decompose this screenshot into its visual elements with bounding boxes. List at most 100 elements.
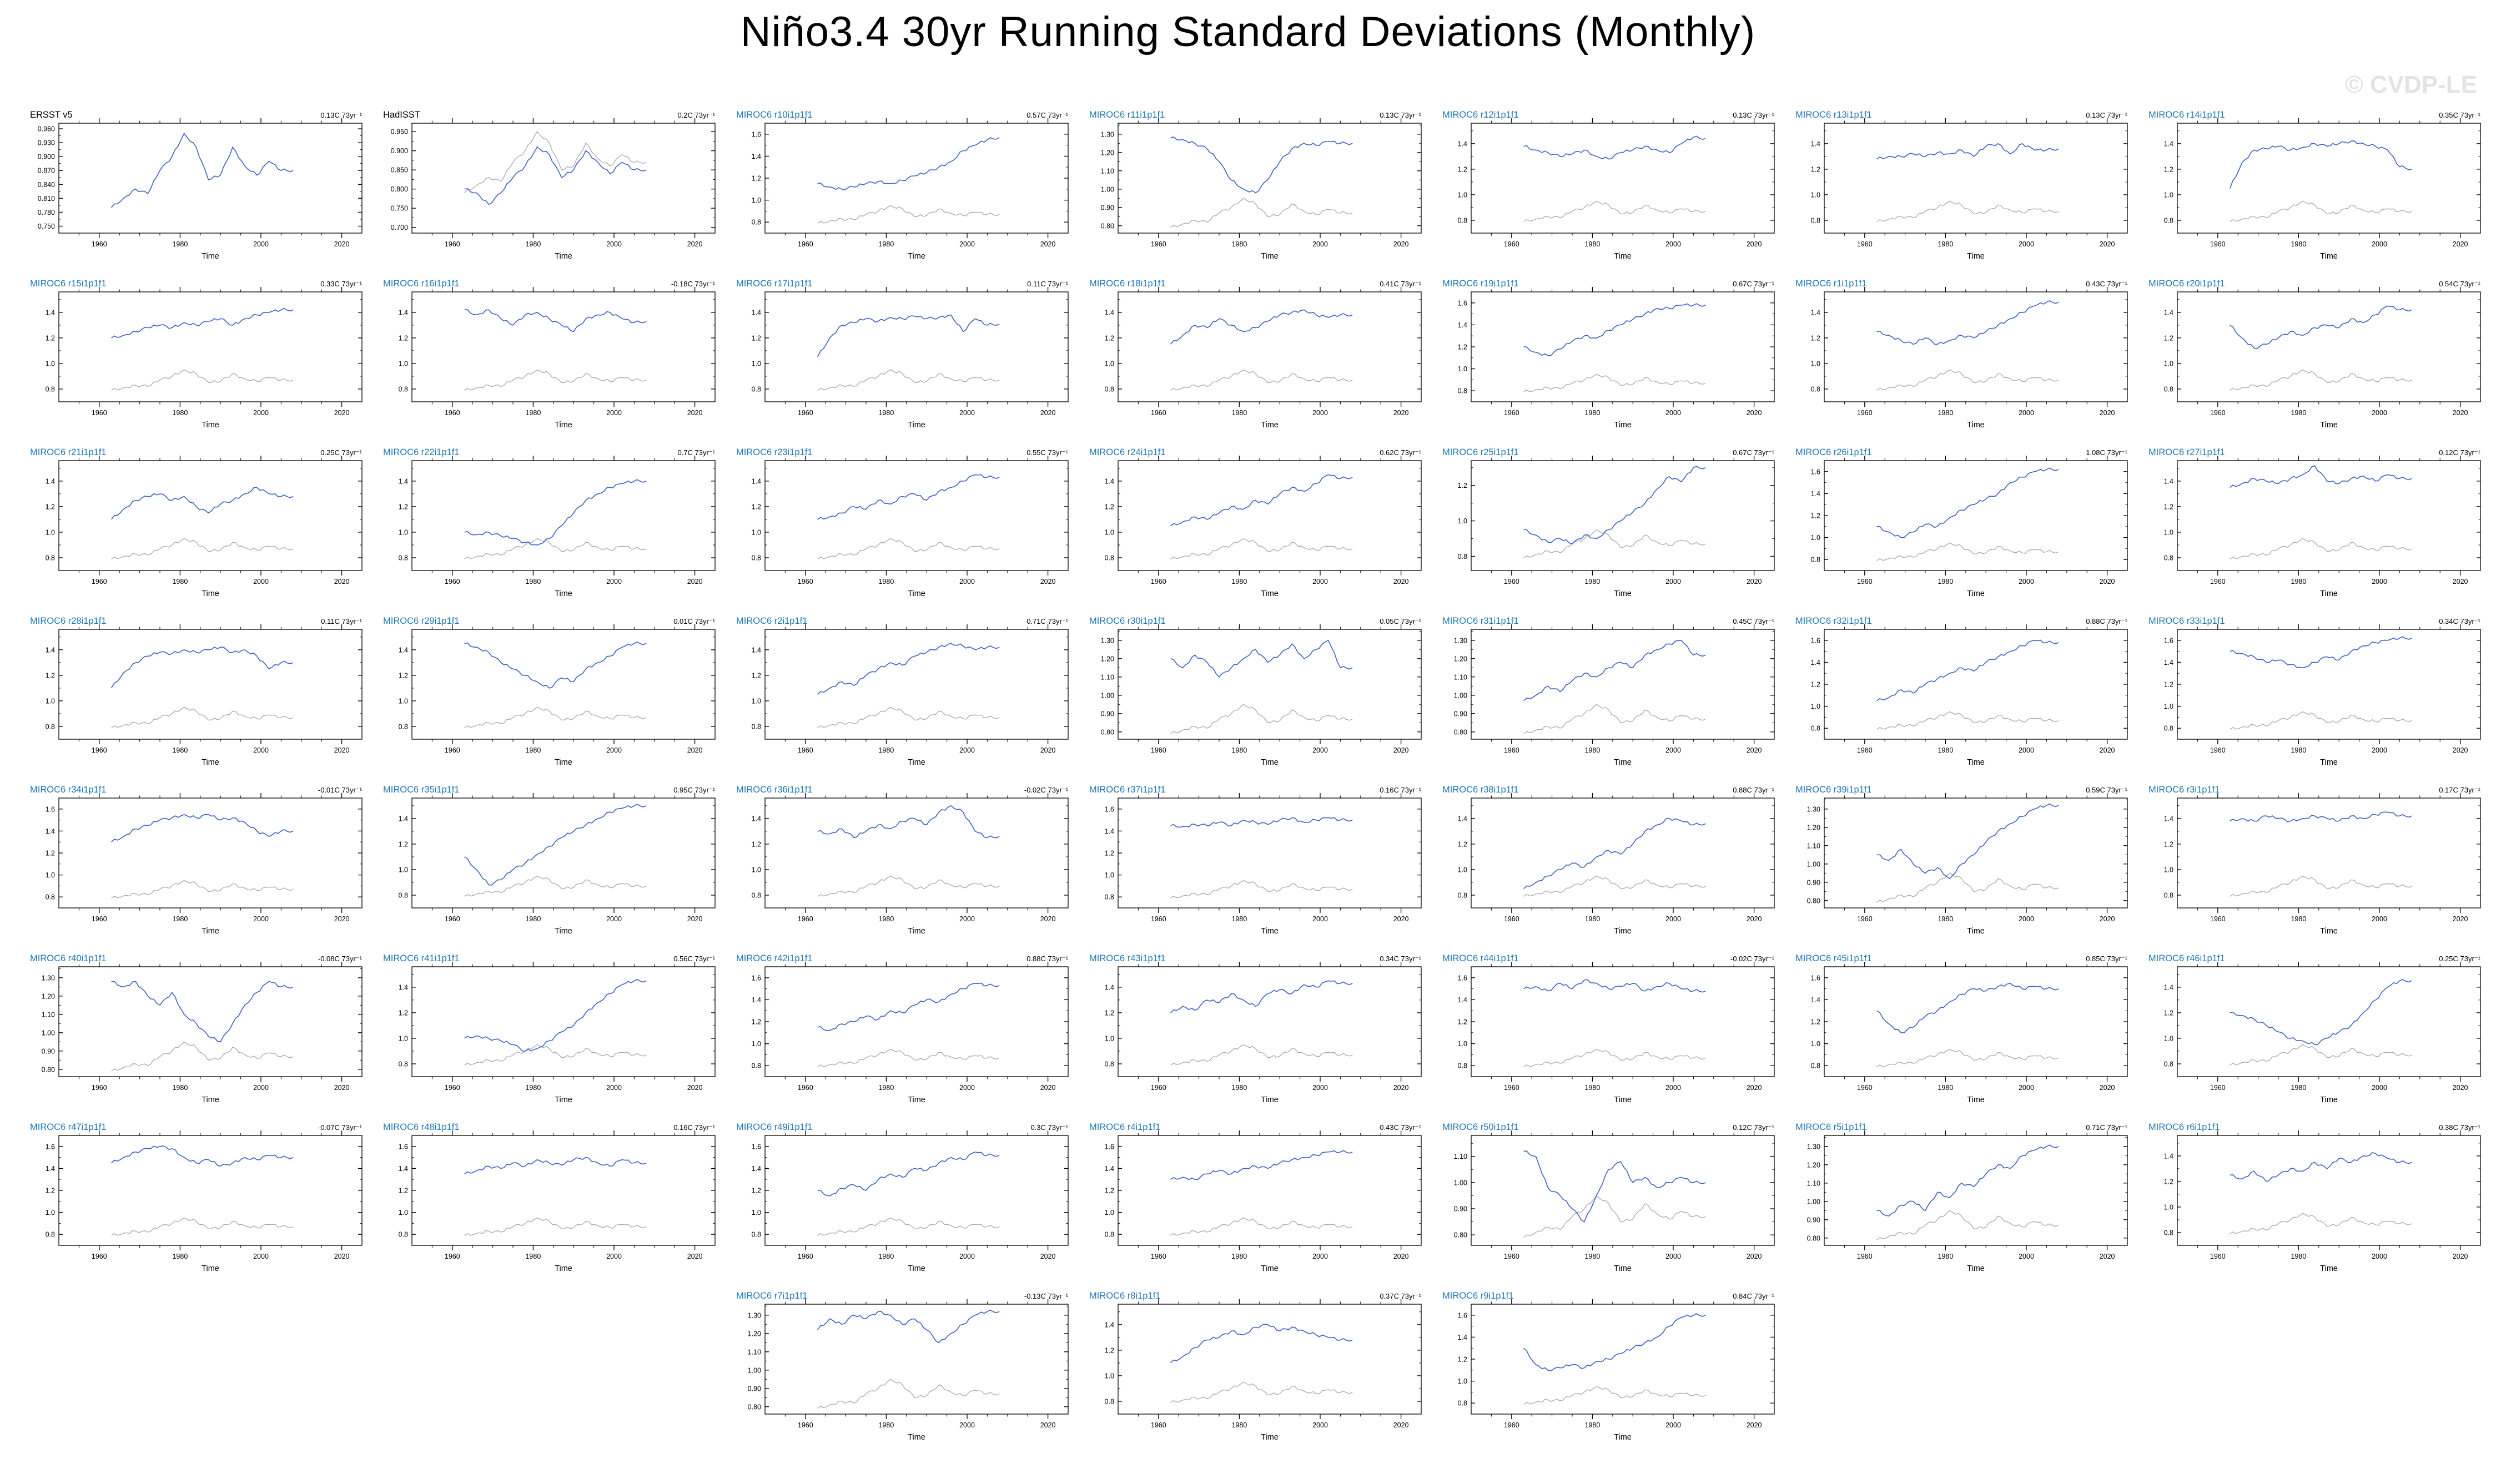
y-tick-label: 1.10 — [42, 1011, 55, 1018]
x-axis-label: Time — [2320, 589, 2338, 598]
y-tick-label: 1.4 — [1105, 1165, 1114, 1173]
y-tick-label: 0.8 — [1105, 385, 1114, 393]
panel-chart: MIROC6 r27i1p1f1 0.12C 73yr⁻¹ 1960 1980 2000… — [2148, 447, 2481, 598]
panel-title: MIROC6 r3i1p1f1 — [2148, 785, 2220, 795]
x-tick-label: 1980 — [1938, 578, 1953, 585]
y-tick-label: 1.6 — [1811, 974, 1820, 982]
x-tick-label: 2000 — [1665, 240, 1681, 248]
series-line — [2229, 140, 2412, 189]
y-tick-label: 1.0 — [1105, 528, 1114, 536]
panel-trend-label: 0.13C 73yr⁻¹ — [1733, 111, 1774, 119]
x-tick-label: 1960 — [445, 1084, 460, 1092]
panel-title: MIROC6 r49i1p1f1 — [736, 1122, 813, 1132]
y-tick-label: 1.4 — [1458, 996, 1467, 1004]
panel-trend-label: -0.08C 73yr⁻¹ — [318, 955, 363, 963]
y-tick-label: 0.90 — [1101, 710, 1114, 718]
x-tick-label: 2020 — [1393, 1421, 1409, 1429]
x-tick-label: 2020 — [1747, 240, 1762, 248]
x-tick-label: 1960 — [1151, 1253, 1166, 1260]
x-tick-label: 1960 — [798, 578, 813, 585]
x-tick-label: 1960 — [2210, 240, 2226, 248]
panel-trend-label: 0.13C 73yr⁻¹ — [1380, 111, 1421, 119]
x-tick-label: 2000 — [253, 1084, 269, 1092]
series-line — [1170, 1150, 1353, 1180]
y-tick-label: 1.2 — [46, 672, 55, 679]
y-tick-label: 1.4 — [399, 1165, 408, 1173]
plot-frame — [1118, 291, 1422, 402]
panel-title: MIROC6 r14i1p1f1 — [2148, 110, 2225, 120]
y-tick-label: 1.2 — [1458, 1018, 1467, 1026]
y-tick-label: 1.0 — [752, 1040, 761, 1048]
x-axis-label: Time — [1614, 1264, 1632, 1273]
y-tick-label: 1.0 — [752, 1209, 761, 1217]
y-tick-label: 1.0 — [752, 360, 761, 367]
obs-overlay-line — [1170, 704, 1353, 734]
y-tick-label: 1.2 — [1105, 1187, 1114, 1195]
x-tick-label: 1980 — [172, 746, 188, 754]
y-tick-label: 1.2 — [1105, 850, 1114, 857]
x-axis-label: Time — [908, 1264, 925, 1273]
plot-frame — [58, 966, 363, 1077]
x-tick-label: 2020 — [2100, 240, 2115, 248]
x-tick-label: 1980 — [2291, 578, 2306, 585]
x-tick-label: 2000 — [959, 1253, 975, 1260]
plot-frame — [411, 123, 716, 234]
x-tick-label: 2020 — [1393, 915, 1409, 923]
x-tick-label: 1980 — [525, 1253, 541, 1260]
y-tick-label: 0.8 — [1811, 216, 1820, 224]
x-tick-label: 1980 — [2291, 915, 2306, 923]
x-tick-label: 2020 — [2100, 578, 2115, 585]
series-line — [817, 805, 1000, 839]
x-tick-label: 1960 — [2210, 915, 2226, 923]
panel-miroc6-r48i1p1f1: MIROC6 r48i1p1f1 0.16C 73yr⁻¹ 1960 1980 2000… — [380, 1121, 726, 1288]
y-tick-label: 1.0 — [1105, 1034, 1114, 1042]
x-axis-label: Time — [908, 1433, 925, 1442]
panel-title: MIROC6 r11i1p1f1 — [1089, 110, 1165, 120]
series-line — [817, 1309, 1000, 1344]
y-tick-label: 0.8 — [399, 554, 408, 562]
panel-trend-label: 0.12C 73yr⁻¹ — [1733, 1123, 1774, 1132]
series-line — [464, 978, 647, 1052]
y-tick-label: 0.8 — [46, 1231, 55, 1239]
y-tick-label: 1.6 — [46, 1143, 55, 1150]
panel-trend-label: 0.88C 73yr⁻¹ — [1733, 786, 1774, 794]
panel-miroc6-r25i1p1f1: MIROC6 r25i1p1f1 0.67C 73yr⁻¹ 1960 1980 2000… — [1439, 446, 1785, 613]
y-tick-label: 0.8 — [2164, 216, 2173, 224]
obs-overlay-line — [1523, 529, 1706, 559]
y-tick-label: 1.4 — [1105, 983, 1114, 991]
series-line — [2230, 811, 2412, 822]
x-tick-label: 2020 — [687, 915, 703, 923]
y-tick-label: 1.0 — [2164, 1203, 2173, 1211]
y-tick-label: 1.2 — [399, 840, 408, 848]
y-tick-label: 1.0 — [1458, 365, 1467, 373]
x-tick-label: 2000 — [1312, 1084, 1328, 1092]
y-tick-label: 1.4 — [46, 827, 55, 835]
panel-miroc6-r21i1p1f1: MIROC6 r21i1p1f1 0.25C 73yr⁻¹ 1960 1980 2000… — [27, 446, 373, 613]
x-tick-label: 1960 — [1151, 240, 1166, 248]
obs-overlay-line — [1523, 1195, 1706, 1238]
y-tick-label: 0.80 — [748, 1403, 761, 1411]
x-tick-label: 2000 — [959, 1421, 975, 1429]
y-tick-label: 1.0 — [46, 871, 55, 879]
x-tick-label: 1960 — [1504, 915, 1519, 923]
y-tick-label: 1.0 — [2164, 1034, 2173, 1042]
panel-title: HadISST — [383, 110, 420, 120]
x-tick-label: 1960 — [1504, 409, 1519, 417]
y-tick-label: 1.0 — [1811, 191, 1820, 199]
y-tick-label: 0.80 — [42, 1066, 55, 1073]
x-tick-label: 1960 — [92, 240, 107, 248]
panel-title: MIROC6 r1i1p1f1 — [1795, 279, 1866, 289]
panel-trend-label: 0.54C 73yr⁻¹ — [2439, 280, 2480, 288]
panel-trend-label: 0.84C 73yr⁻¹ — [1733, 1292, 1774, 1300]
panel-miroc6-r36i1p1f1: MIROC6 r36i1p1f1 -0.02C 73yr⁻¹ 1960 1980 200… — [733, 784, 1079, 950]
obs-overlay-line — [1170, 369, 1353, 391]
obs-overlay-line — [1523, 1386, 1706, 1405]
panel-miroc6-r29i1p1f1: MIROC6 r29i1p1f1 0.01C 73yr⁻¹ 1960 1980 2000… — [380, 615, 726, 781]
y-tick-label: 1.2 — [1811, 1018, 1820, 1026]
y-tick-label: 0.780 — [38, 209, 55, 216]
panel-trend-label: -0.18C 73yr⁻¹ — [671, 280, 716, 288]
x-axis-label: Time — [1261, 589, 1279, 598]
panel-miroc6-r11i1p1f1: MIROC6 r11i1p1f1 0.13C 73yr⁻¹ 1960 1980 2000… — [1086, 109, 1432, 275]
x-axis-label: Time — [202, 1264, 219, 1273]
y-tick-label: 1.4 — [1105, 1321, 1114, 1329]
